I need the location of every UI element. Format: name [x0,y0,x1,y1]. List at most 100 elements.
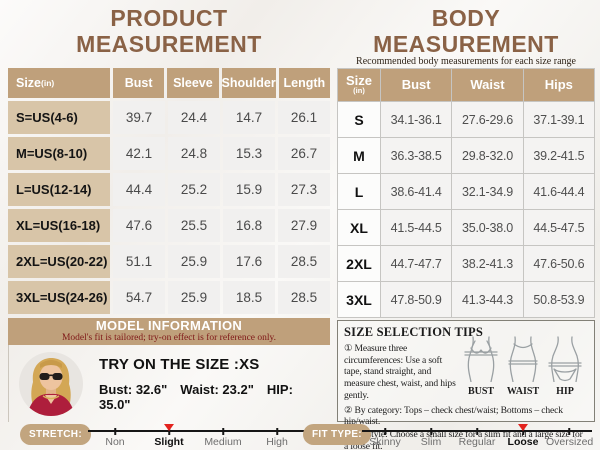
measurement-value-cell: 28.5 [278,281,330,314]
bust-figure-label: BUST [467,386,495,397]
body-header-hips: Hips [523,69,594,101]
body-range-cell: 32.1-34.9 [452,174,523,209]
fit-type-option-oversized: Oversized [546,422,593,450]
stretch-label-pill: STRETCH: [20,424,91,445]
bust-figure: BUST [460,336,502,402]
size-label-cell: M=US(8-10) [8,137,110,170]
header-size: Size (in) [8,68,110,98]
product-table-row: M=US(8-10) 42.1 24.8 15.3 26.7 [8,137,330,170]
model-hip: HIP: 35.0" [99,381,293,412]
tick-mark [276,428,278,435]
product-measurement-title: PRODUCT MEASUREMENT [76,5,262,57]
stretch-option-medium: Medium [196,422,250,450]
body-range-cell: 27.6-29.6 [452,102,523,137]
tick-mark [114,428,116,435]
body-measurement-title: BODY MEASUREMENT [373,5,559,57]
fit-type-option-slim: Slim [408,422,454,450]
tick-mark [168,428,170,435]
body-range-cell: 47.6-50.6 [523,246,594,281]
product-table-header: Size (in) Bust Sleeve Shoulder Length [8,68,330,98]
waist-figure-icon [508,336,538,383]
tip-1-bullet: ① [344,343,353,354]
body-range-cell: 41.3-44.3 [452,282,523,317]
body-range-cell: 41.5-44.5 [381,210,452,245]
body-range-cell: 38.6-41.4 [381,174,452,209]
measurement-value-cell: 24.4 [168,101,220,134]
header-length: Length [278,68,330,98]
header-bust: Bust [113,68,165,98]
measurement-value-cell: 16.8 [223,209,275,242]
tips-heading: SIZE SELECTION TIPS [344,325,484,339]
size-label-cell: S=US(4-6) [8,101,110,134]
body-header-bust: Bust [381,69,452,101]
stretch-selected-marker-icon [164,424,174,431]
measurement-value-cell: 26.7 [278,137,330,170]
tick-mark [384,428,386,435]
body-range-cell: 41.6-44.4 [523,174,594,209]
measurement-value-cell: 51.1 [113,245,165,278]
measurement-value-cell: 44.4 [113,173,165,206]
body-range-cell: 44.7-47.7 [381,246,452,281]
tick-mark [568,428,570,435]
size-selection-tips: SIZE SELECTION TIPS ① Measure three circu… [337,320,595,450]
model-information-banner: MODEL INFORMATION Model's fit is tailore… [8,318,330,345]
body-header-size: Size (in) [338,69,380,101]
fit-type-option-loose: Loose [500,422,546,450]
size-label-cell: XL=US(16-18) [8,209,110,242]
body-range-cell: 47.8-50.9 [381,282,452,317]
attribute-scales-bar: STRETCH: Non Slight Medium High FIT TYPE: S… [0,422,600,450]
stretch-option-label: Non [105,436,125,448]
body-range-cell: 39.2-41.5 [523,138,594,173]
tick-mark [222,428,224,435]
size-label-cell: 2XL=US(20-22) [8,245,110,278]
stretch-option-non: Non [88,422,142,450]
measurement-value-cell: 54.7 [113,281,165,314]
fit-type-option-label: Skinny [369,436,401,448]
size-label-cell: L=US(12-14) [8,173,110,206]
measurement-value-cell: 25.2 [168,173,220,206]
measurement-value-cell: 18.5 [223,281,275,314]
stretch-option-high: High [250,422,304,450]
tick-mark [522,428,524,435]
body-size-cell: L [338,174,380,209]
body-size-unit: (in) [353,86,365,95]
stretch-options: Non Slight Medium High [88,422,304,450]
stretch-option-label: Slight [154,436,184,448]
tip-2: ② By category: Tops – check chest/waist; … [344,404,563,428]
stretch-option-label: High [266,436,288,448]
stretch-option-label: Medium [204,436,242,448]
fit-type-selected-marker-icon [518,424,528,431]
measurement-value-cell: 17.6 [223,245,275,278]
tip-1-row: ① Measure three circumferences: Use a sof… [344,336,588,402]
body-measurement-table: Size (in) Bust Waist Hips S 34.1-36.1 27.6… [337,68,595,318]
model-measurements: Bust: 32.6" Waist: 23.2" HIP: 35.0" [99,382,331,412]
model-information-title: MODEL INFORMATION [95,318,243,333]
body-range-cell: 37.1-39.1 [523,102,594,137]
body-range-cell: 44.5-47.5 [523,210,594,245]
fit-type-option-regular: Regular [454,422,500,450]
measurement-value-cell: 27.3 [278,173,330,206]
header-sleeve: Sleeve [167,68,219,98]
fit-type-label-pill: FIT TYPE: [303,424,371,445]
stretch-scale-line [88,430,304,432]
model-info-section: TRY ON THE SIZE :XS Bust: 32.6" Waist: 23… [8,345,331,422]
measurement-value-cell: 14.7 [223,101,275,134]
fit-type-option-label: Slim [420,436,442,448]
stretch-option-slight: Slight [142,422,196,450]
measurement-value-cell: 39.7 [113,101,165,134]
fit-type-scale: Skinny Slim Regular Loose Oversized [362,422,593,450]
try-on-block: TRY ON THE SIZE :XS Bust: 32.6" Waist: 23… [99,356,331,412]
tip-2-bullet: ② [344,404,353,416]
fit-type-option-label: Regular [458,436,496,448]
waist-figure: WAIST [502,336,544,402]
measurement-value-cell: 25.9 [168,281,220,314]
body-header-waist: Waist [452,69,523,101]
measurement-value-cell: 27.9 [278,209,330,242]
fit-type-option-label: Loose [507,436,539,448]
measurement-value-cell: 25.9 [168,245,220,278]
model-bust: Bust: 32.6" [99,381,168,397]
measurement-value-cell: 28.5 [278,245,330,278]
measurement-value-cell: 47.6 [113,209,165,242]
stretch-scale: Non Slight Medium High [88,422,304,450]
